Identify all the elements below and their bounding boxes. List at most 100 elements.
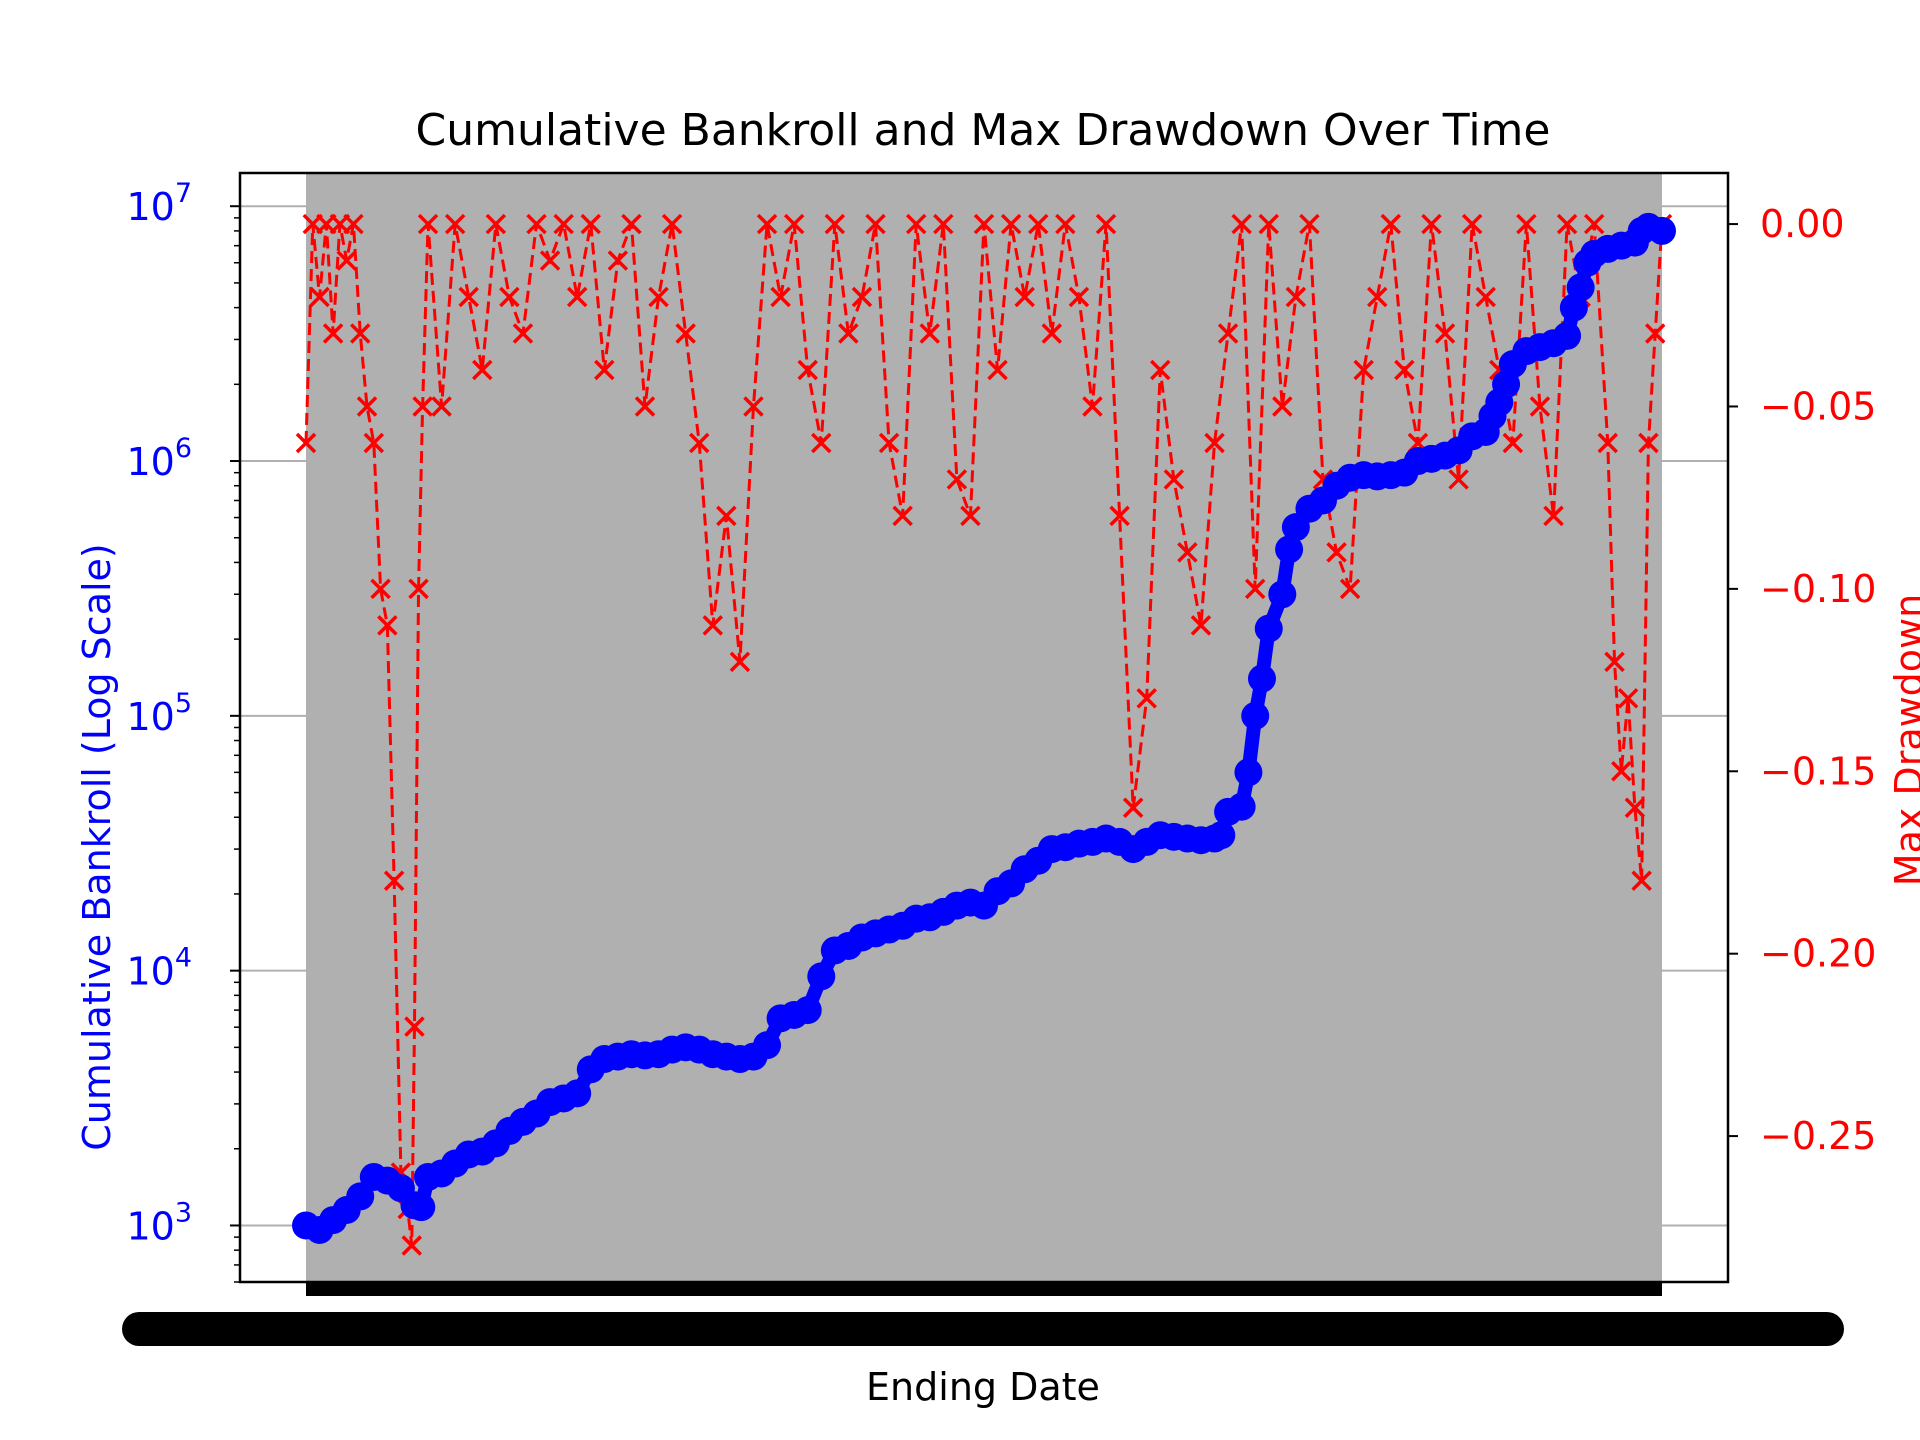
x-axis-label: Ending Date bbox=[866, 1365, 1100, 1409]
drawdown-point bbox=[892, 505, 913, 527]
drawdown-point bbox=[756, 213, 778, 235]
drawdown-point bbox=[743, 396, 764, 417]
bankroll-point bbox=[1268, 580, 1297, 609]
drawdown-point bbox=[878, 432, 900, 454]
drawdown-point bbox=[1604, 651, 1625, 673]
drawdown-point bbox=[1434, 323, 1456, 344]
y-left-tick-label: 107 bbox=[126, 178, 192, 229]
drawdown-point bbox=[1217, 323, 1239, 344]
drawdown-point bbox=[1082, 396, 1103, 417]
y-right-tick-label: 0.00 bbox=[1760, 202, 1845, 246]
drawdown-point bbox=[1380, 213, 1402, 235]
drawdown-point bbox=[401, 1235, 423, 1256]
x-tick-labels-overlap bbox=[122, 1312, 1844, 1346]
drawdown-point bbox=[729, 651, 751, 673]
bankroll-point bbox=[1275, 535, 1304, 564]
drawdown-point bbox=[1068, 286, 1090, 308]
drawdown-point bbox=[594, 359, 615, 381]
bankroll-point bbox=[346, 1182, 375, 1211]
drawdown-point bbox=[431, 396, 452, 417]
y-axis-right-label: Max Drawdown bbox=[1887, 594, 1920, 886]
drawdown-point bbox=[295, 432, 317, 454]
drawdown-point bbox=[1421, 213, 1442, 235]
drawdown-point bbox=[566, 286, 588, 308]
drawdown-point bbox=[1028, 213, 1049, 235]
y-right-tick-label: −0.10 bbox=[1760, 567, 1876, 611]
drawdown-point bbox=[383, 870, 405, 891]
bankroll-point bbox=[1207, 821, 1236, 850]
drawdown-point bbox=[1000, 213, 1022, 235]
drawdown-point bbox=[1475, 286, 1496, 308]
drawdown-point bbox=[1231, 213, 1252, 235]
y-left-tick-label: 106 bbox=[126, 433, 192, 484]
y-right-tick-label: −0.20 bbox=[1760, 932, 1876, 976]
drawdown-point bbox=[1353, 359, 1374, 381]
drawdown-point bbox=[838, 323, 859, 344]
drawdown-point bbox=[1095, 213, 1117, 235]
drawdown-point bbox=[1448, 469, 1469, 490]
drawdown-point bbox=[675, 323, 696, 344]
bankroll-point bbox=[1241, 701, 1270, 730]
drawdown-point bbox=[919, 323, 940, 344]
drawdown-point bbox=[553, 213, 574, 235]
drawdown-point bbox=[797, 359, 818, 381]
drawdown-point bbox=[1122, 797, 1144, 818]
drawdown-point bbox=[350, 323, 371, 344]
bankroll-point bbox=[407, 1193, 436, 1222]
drawdown-point bbox=[412, 396, 433, 417]
x-tick-marks bbox=[306, 1282, 1662, 1296]
drawdown-point bbox=[526, 213, 547, 235]
drawdown-point bbox=[539, 250, 561, 271]
y-right-tick-label: −0.05 bbox=[1760, 384, 1876, 428]
drawdown-point bbox=[1461, 213, 1483, 235]
y-right-tick-label: −0.25 bbox=[1760, 1114, 1876, 1158]
drawdown-point bbox=[960, 505, 981, 527]
drawdown-point bbox=[1638, 432, 1659, 454]
drawdown-point bbox=[1150, 359, 1171, 381]
drawdown-point bbox=[1055, 213, 1076, 235]
drawdown-point bbox=[1177, 542, 1198, 563]
drawdown-point bbox=[851, 286, 873, 308]
drawdown-point bbox=[946, 469, 968, 490]
drawdown-point bbox=[336, 250, 357, 271]
drawdown-point bbox=[1611, 761, 1632, 782]
drawdown-point bbox=[1367, 286, 1388, 308]
drawdown-point bbox=[404, 1016, 425, 1037]
drawdown-point bbox=[933, 213, 954, 235]
drawdown-point bbox=[370, 578, 391, 600]
drawdown-point bbox=[1631, 870, 1652, 891]
drawdown-point bbox=[865, 213, 886, 235]
bankroll-point bbox=[1254, 614, 1283, 643]
drawdown-point bbox=[363, 432, 385, 454]
drawdown-point bbox=[1163, 469, 1185, 490]
drawdown-point bbox=[716, 505, 737, 527]
drawdown-point bbox=[1204, 432, 1225, 454]
drawdown-point bbox=[408, 578, 429, 600]
drawdown-point bbox=[1326, 542, 1347, 563]
drawdown-point bbox=[1299, 213, 1320, 235]
drawdown-point bbox=[770, 286, 791, 308]
plot-area bbox=[240, 173, 1728, 1294]
drawdown-point bbox=[1516, 213, 1537, 235]
drawdown-point bbox=[1583, 213, 1605, 235]
bankroll-point bbox=[1553, 321, 1582, 350]
y-right-tick-label: −0.15 bbox=[1760, 749, 1876, 793]
drawdown-point bbox=[607, 250, 629, 271]
drawdown-point bbox=[472, 359, 493, 381]
drawdown-point bbox=[485, 213, 507, 235]
drawdown-point bbox=[343, 213, 364, 235]
drawdown-point bbox=[648, 286, 669, 308]
drawdown-point bbox=[1502, 432, 1524, 454]
bankroll-point bbox=[1566, 273, 1595, 302]
drawdown-point bbox=[1244, 578, 1266, 600]
drawdown-point bbox=[1339, 578, 1361, 600]
drawdown-point bbox=[1272, 396, 1293, 417]
bankroll-point bbox=[1234, 758, 1263, 787]
drawdown-point bbox=[1014, 286, 1035, 308]
drawdown-point bbox=[987, 359, 1008, 381]
drawdown-point bbox=[1190, 615, 1212, 636]
drawdown-point bbox=[458, 286, 479, 308]
drawdown-point bbox=[634, 396, 656, 417]
